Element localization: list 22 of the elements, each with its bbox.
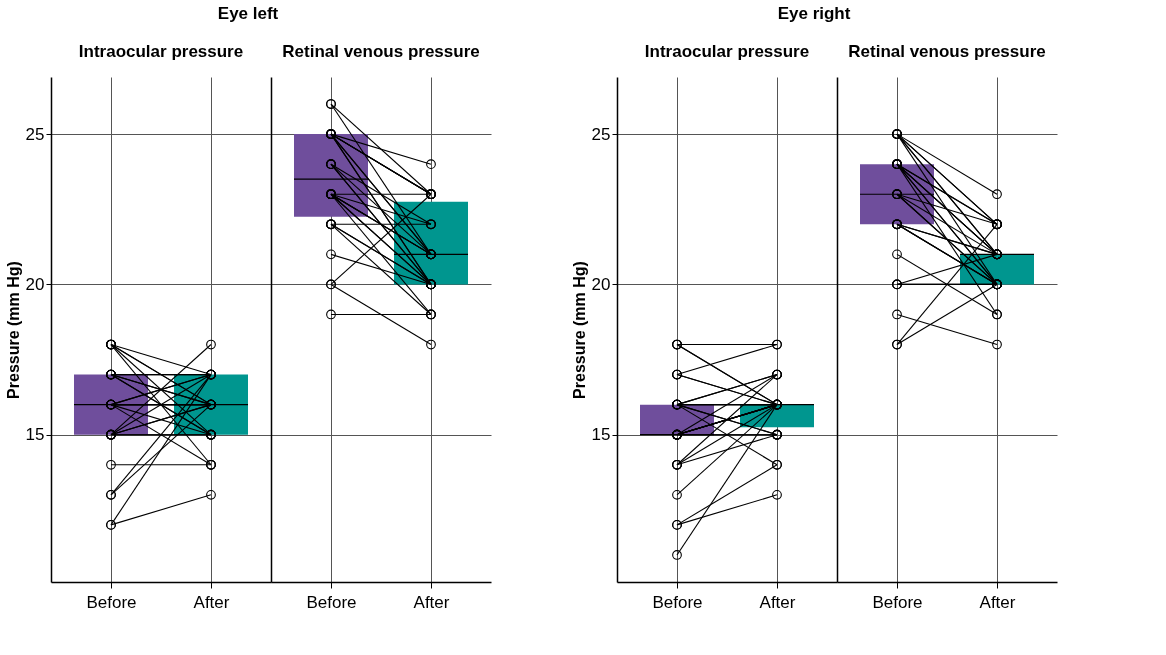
x-tick-label: Before	[872, 592, 923, 612]
chart-title: Eye right	[777, 4, 851, 23]
y-tick-label: 20	[25, 274, 45, 294]
y-tick-label: 25	[591, 124, 611, 144]
x-tick-label: After	[759, 592, 796, 612]
y-axis-title: Pressure (mm Hg)	[570, 261, 588, 399]
chart-subtitle: Retinal venous pressure	[848, 42, 1046, 61]
y-tick-label: 20	[591, 274, 611, 294]
y-tick-label: 15	[591, 425, 611, 445]
y-tick-label: 25	[25, 124, 45, 144]
x-tick-label: After	[979, 592, 1016, 612]
y-axis-title: Pressure (mm Hg)	[4, 261, 22, 399]
x-tick-label: After	[413, 592, 450, 612]
chart-subtitle: Intraocular pressure	[78, 42, 244, 61]
x-tick-label: Before	[86, 592, 137, 612]
x-tick-label: After	[193, 592, 230, 612]
x-tick-label: Before	[306, 592, 357, 612]
x-tick-label: Before	[652, 592, 703, 612]
chart-subtitle: Intraocular pressure	[644, 42, 810, 61]
chart-title: Eye left	[217, 4, 279, 23]
y-tick-label: 15	[25, 425, 45, 445]
chart-subtitle: Retinal venous pressure	[282, 42, 480, 61]
